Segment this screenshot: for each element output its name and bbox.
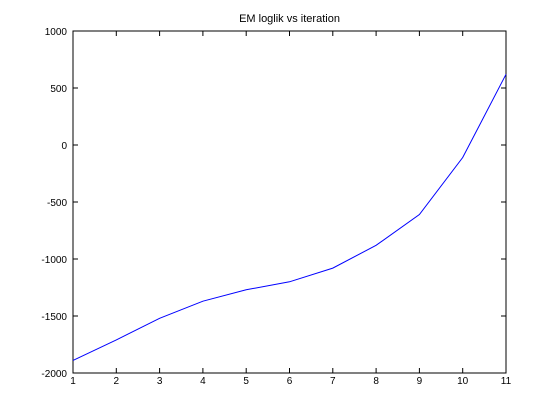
x-axis: 1 2 3 4 5 6 7 8 9 10 11 bbox=[70, 31, 512, 387]
y-tick-label: 1000 bbox=[45, 27, 68, 38]
data-point bbox=[116, 339, 117, 340]
data-point bbox=[73, 360, 74, 361]
series-layer bbox=[72, 74, 507, 361]
x-tick-label: 10 bbox=[457, 376, 469, 387]
y-tick-label: -1500 bbox=[41, 312, 67, 323]
y-tick-label: -2000 bbox=[41, 369, 67, 380]
x-tick-label: 7 bbox=[330, 376, 336, 387]
data-point bbox=[506, 74, 507, 75]
data-point bbox=[246, 289, 247, 290]
x-tick-label: 11 bbox=[501, 376, 512, 387]
x-tick-label: 6 bbox=[287, 376, 293, 387]
x-tick-label: 5 bbox=[243, 376, 249, 387]
x-tick-label: 4 bbox=[200, 376, 206, 387]
plot-area bbox=[72, 30, 507, 374]
y-tick-label: -500 bbox=[47, 198, 67, 209]
x-tick-label: 8 bbox=[373, 376, 379, 387]
data-point bbox=[376, 245, 377, 246]
x-tick-label: 9 bbox=[417, 376, 423, 387]
data-point bbox=[419, 214, 420, 215]
data-point bbox=[332, 268, 333, 269]
y-tick-label: -1000 bbox=[41, 255, 67, 266]
data-point bbox=[159, 318, 160, 319]
chart-title: EM loglik vs iteration bbox=[239, 13, 340, 25]
series-line bbox=[72, 74, 507, 361]
y-axis: -2000 -1500 -1000 -500 0 500 1000 bbox=[41, 27, 506, 380]
data-point bbox=[289, 281, 290, 282]
y-tick-label: 0 bbox=[61, 141, 67, 152]
x-tick-label: 1 bbox=[70, 376, 76, 387]
data-point bbox=[462, 157, 463, 158]
data-point bbox=[202, 301, 203, 302]
y-tick-label: 500 bbox=[50, 84, 67, 95]
x-tick-label: 2 bbox=[114, 376, 120, 387]
x-tick-label: 3 bbox=[157, 376, 163, 387]
